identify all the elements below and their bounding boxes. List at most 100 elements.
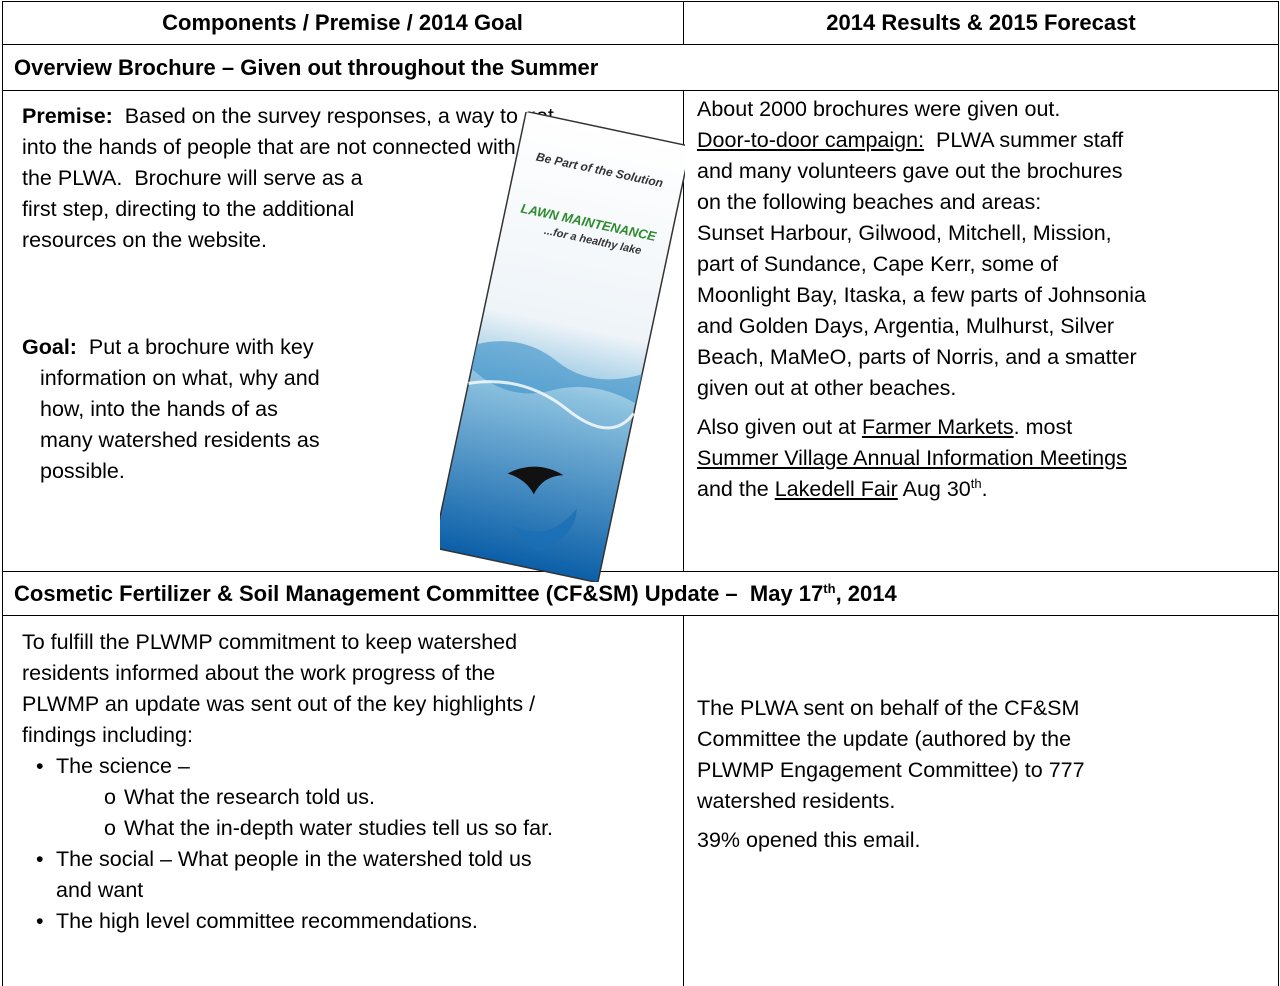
text-span: part of Sundance, Cape Kerr, some of xyxy=(697,252,1058,276)
text-span: and many volunteers gave out the brochur… xyxy=(697,159,1123,183)
text-line: and want xyxy=(56,875,553,906)
text-line: residents informed about the work progre… xyxy=(22,658,553,689)
text-span: given out at other beaches. xyxy=(697,376,957,400)
text-span: information on what, why and xyxy=(40,366,320,390)
text-line: into the hands of people that are not co… xyxy=(22,132,554,163)
text-span: . most xyxy=(1013,415,1073,439)
text-line: part of Sundance, Cape Kerr, some of xyxy=(697,249,1146,280)
text-span: What the in-depth water studies tell us … xyxy=(124,816,554,840)
column-header: 2014 Results & 2015 Forecast xyxy=(826,10,1136,35)
premise: Premise: Based on the survey responses, … xyxy=(22,101,554,256)
rule xyxy=(683,1,684,44)
text-line: Committee the update (authored by the xyxy=(697,724,1085,755)
text-span: findings including: xyxy=(22,723,193,747)
text-line: and many volunteers gave out the brochur… xyxy=(697,156,1146,187)
text-span: Farmer Markets xyxy=(861,415,1014,439)
rule xyxy=(2,1,3,986)
text-span: Summer Village Annual Information Meetin… xyxy=(697,446,1127,470)
text-span: To fulfill the PLWMP commitment to keep … xyxy=(22,630,518,654)
text-line: Door-to-door campaign: PLWA summer staff xyxy=(697,125,1146,156)
update-description: To fulfill the PLWMP commitment to keep … xyxy=(22,627,553,937)
text-span: 39% opened this email. xyxy=(697,828,921,852)
text-span: The PLWA sent on behalf of the CF&SM xyxy=(697,696,1080,720)
text-span: PLWMP Engagement Committee) to 777 xyxy=(697,758,1085,782)
rule xyxy=(683,90,684,571)
text-span: th xyxy=(970,476,982,491)
text-span: th xyxy=(823,581,836,596)
text-span: first step, directing to the additional xyxy=(22,197,355,221)
text-line: The social – What people in the watershe… xyxy=(56,844,553,875)
paragraph: The PLWA sent on behalf of the CF&SM Comm… xyxy=(697,693,1085,817)
bullet-item: The science –What the research told us.W… xyxy=(22,751,553,844)
text-line: What the in-depth water studies tell us … xyxy=(56,813,553,844)
text-span: PLWA summer staff xyxy=(924,128,1124,152)
text-line: how, into the hands of as xyxy=(22,394,320,425)
text-span: many watershed residents as xyxy=(40,428,320,452)
text-span: and want xyxy=(56,878,144,902)
text-line: information on what, why and xyxy=(22,363,320,394)
text-line: on the following beaches and areas: xyxy=(697,187,1146,218)
text-span: and Golden Days, Argentia, Mulhurst, Sil… xyxy=(697,314,1115,338)
text-line: The science – xyxy=(56,751,553,782)
rule xyxy=(2,571,1279,572)
text-span: resources on the website. xyxy=(22,228,267,252)
text-span: Put a brochure with key xyxy=(76,335,314,359)
text-span: Aug 30 xyxy=(897,477,971,501)
text-line: resources on the website. xyxy=(22,225,554,256)
paragraph: 39% opened this email. xyxy=(697,825,1085,856)
results: About 2000 brochures were given out. Door… xyxy=(697,94,1146,513)
text-line: Beach, MaMeO, parts of Norris, and a sma… xyxy=(697,342,1146,373)
update-results: The PLWA sent on behalf of the CF&SM Comm… xyxy=(697,693,1085,864)
text-line: About 2000 brochures were given out. xyxy=(697,94,1146,125)
text-span: Moonlight Bay, Itaska, a few parts of Jo… xyxy=(697,283,1146,307)
text-line: To fulfill the PLWMP commitment to keep … xyxy=(22,627,553,658)
sub-list: What the research told us. What the in-de… xyxy=(56,782,553,844)
text-line: Also given out at Farmer Markets. most xyxy=(697,412,1146,443)
text-line: The high level committee recommendations… xyxy=(56,906,553,937)
text-span: Door-to-door campaign: xyxy=(697,128,925,152)
text-span: watershed residents. xyxy=(697,789,896,813)
text-span: The science – xyxy=(56,754,190,778)
text-span: Also given out at xyxy=(697,415,862,439)
text-span: The social – What people in the watershe… xyxy=(56,847,532,871)
rule xyxy=(2,615,1279,616)
rule xyxy=(2,1,1279,2)
text-span: . xyxy=(981,477,988,501)
text-line: PLWMP an update was sent out of the key … xyxy=(22,689,553,720)
text-span: into the hands of people that are not co… xyxy=(22,135,516,159)
column-header: Components / Premise / 2014 Goal xyxy=(162,10,523,35)
text-line: Goal: Put a brochure with key xyxy=(22,332,320,363)
text-span: Sunset Harbour, Gilwood, Mitchell, Missi… xyxy=(697,221,1112,245)
text-line: What the research told us. xyxy=(56,782,553,813)
text-line: first step, directing to the additional xyxy=(22,194,554,225)
text-line: watershed residents. xyxy=(697,786,1085,817)
text-line: The PLWA sent on behalf of the CF&SM xyxy=(697,693,1085,724)
section-title: Overview Brochure – Given out throughout… xyxy=(14,45,598,90)
text-line: Sunset Harbour, Gilwood, Mitchell, Missi… xyxy=(697,218,1146,249)
rule xyxy=(1278,1,1279,986)
brochure-image: Be Part of the Solution LAWN MAINTENANCE… xyxy=(440,112,685,582)
paragraph: Also given out at Farmer Markets. most Su… xyxy=(697,412,1146,505)
text-span: Premise: xyxy=(22,104,113,128)
text-span: the PLWA. Brochure will serve as a xyxy=(22,166,363,190)
text-span: The high level committee recommendations… xyxy=(56,909,478,933)
text-span: , 2014 xyxy=(835,581,897,606)
text-line: 39% opened this email. xyxy=(697,825,1085,856)
text-line: the PLWA. Brochure will serve as a xyxy=(22,163,554,194)
text-line: Overview Brochure – Given out throughout… xyxy=(14,45,598,90)
text-span: About 2000 brochures were given out. xyxy=(697,97,1061,121)
text-span: and the xyxy=(697,477,775,501)
text-line: PLWMP Engagement Committee) to 777 xyxy=(697,755,1085,786)
rule xyxy=(2,44,1279,45)
bullet-item: The high level committee recommendations… xyxy=(22,906,553,937)
text-span: how, into the hands of as xyxy=(40,397,278,421)
text-line: findings including: xyxy=(22,720,553,751)
text-line: and Golden Days, Argentia, Mulhurst, Sil… xyxy=(697,311,1146,342)
text-span: Overview Brochure – Given out throughout… xyxy=(14,55,599,80)
text-span: Goal: xyxy=(22,335,77,359)
text-line: possible. xyxy=(22,456,320,487)
text-span: What the research told us. xyxy=(124,785,375,809)
bullet-item: The social – What people in the watershe… xyxy=(22,844,553,906)
section-title: Cosmetic Fertilizer & Soil Management Co… xyxy=(14,571,897,616)
